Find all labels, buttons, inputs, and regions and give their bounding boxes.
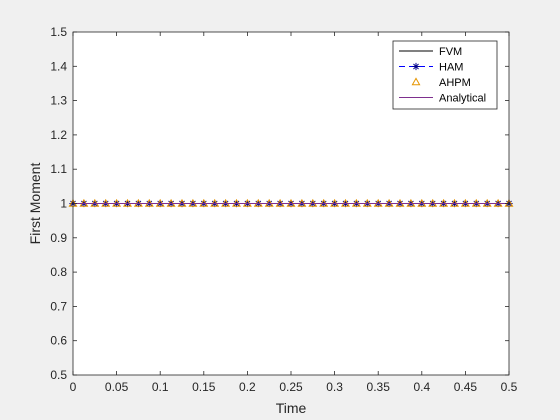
legend-item-fvm: FVM (399, 46, 462, 58)
series-layer (68, 198, 514, 208)
x-tick-label: 0.05 (105, 380, 129, 394)
legend-marker-ahpm (411, 77, 421, 86)
x-tick-label: 0.5 (501, 380, 518, 394)
y-axis: 0.5 0.6 0.7 0.8 0.9 1 1.1 1.2 1.3 1.4 1.5 (50, 25, 509, 382)
legend-label-ahpm: AHPM (439, 77, 471, 89)
x-tick-label: 0.15 (192, 380, 216, 394)
x-tick-label: 0.4 (413, 380, 430, 394)
legend-marker-ham (412, 62, 420, 71)
y-tick-label: 0.6 (50, 334, 67, 348)
y-tick-label: 0.7 (50, 299, 67, 313)
legend-item-ham: HAM (399, 62, 463, 74)
x-tick-label: 0.45 (454, 380, 478, 394)
legend-item-ahpm: AHPM (411, 77, 471, 89)
y-tick-label: 1 (60, 197, 67, 211)
y-tick-label: 0.9 (50, 231, 67, 245)
legend-label-analytical: Analytical (439, 93, 486, 105)
y-tick-label: 1.4 (50, 59, 67, 73)
x-axis: 0 0.05 0.1 0.15 0.2 0.25 0.3 0.35 0.4 0.45 0.5 (70, 32, 518, 394)
y-tick-label: 1.3 (50, 94, 67, 108)
x-axis-title: Time (276, 400, 307, 416)
y-tick-label: 1.2 (50, 128, 67, 142)
legend: FVM HAM AHPM Analytical (392, 40, 498, 110)
legend-label-ham: HAM (439, 62, 463, 74)
y-axis-title: First Moment (27, 163, 43, 245)
x-tick-label: 0.1 (152, 380, 169, 394)
y-tick-label: 0.8 (50, 265, 67, 279)
y-tick-label: 1.5 (50, 25, 67, 39)
x-tick-label: 0 (70, 380, 77, 394)
x-tick-label: 0.35 (367, 380, 391, 394)
legend-item-analytical: Analytical (399, 93, 486, 105)
y-tick-label: 1.1 (50, 162, 67, 176)
x-tick-label: 0.2 (239, 380, 256, 394)
x-tick-label: 0.3 (326, 380, 343, 394)
legend-label-fvm: FVM (439, 46, 462, 58)
y-tick-label: 0.5 (50, 368, 67, 382)
x-tick-label: 0.25 (279, 380, 303, 394)
